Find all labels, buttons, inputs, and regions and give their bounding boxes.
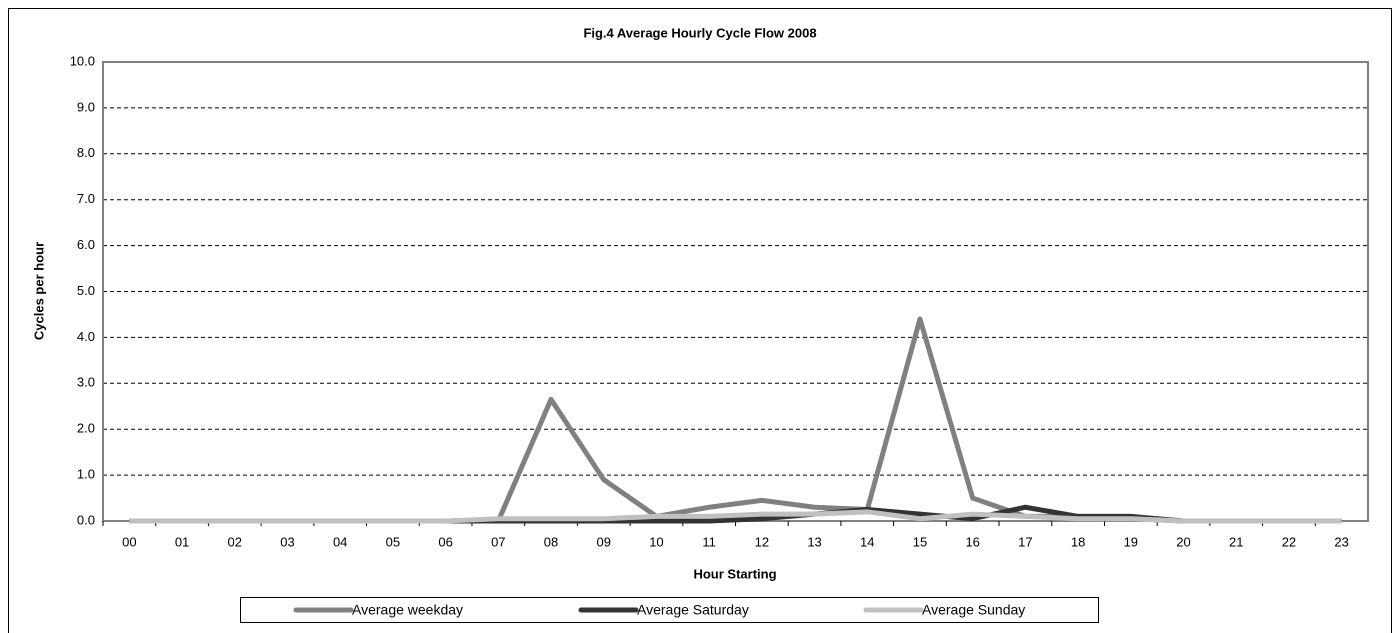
x-tick-label: 08 xyxy=(544,534,558,549)
y-tick-label: 1.0 xyxy=(77,467,95,482)
x-tick-label: 18 xyxy=(1071,534,1085,549)
legend-label: Average Sunday xyxy=(922,602,1025,618)
x-tick-label: 07 xyxy=(491,534,505,549)
y-tick-label: 9.0 xyxy=(77,99,95,114)
x-tick-label: 14 xyxy=(860,534,874,549)
x-tick-label: 02 xyxy=(228,534,242,549)
y-tick-label: 8.0 xyxy=(77,145,95,160)
x-tick-label: 13 xyxy=(807,534,821,549)
x-tick-label: 01 xyxy=(175,534,189,549)
x-tick-label: 10 xyxy=(649,534,663,549)
chart-frame xyxy=(8,8,1392,633)
series-line xyxy=(129,509,1342,524)
x-tick-label: 09 xyxy=(596,534,610,549)
legend-label: Average weekday xyxy=(352,602,463,618)
x-tick-label: 22 xyxy=(1282,534,1296,549)
x-tick-label: 20 xyxy=(1176,534,1190,549)
y-tick-label: 6.0 xyxy=(77,237,95,252)
x-axis-label: Hour Starting xyxy=(693,566,776,581)
x-tick-label: 03 xyxy=(280,534,294,549)
x-tick-label: 12 xyxy=(755,534,769,549)
legend-label: Average Saturday xyxy=(637,602,749,618)
x-tick-label: 19 xyxy=(1124,534,1138,549)
x-tick-label: 23 xyxy=(1334,534,1348,549)
x-tick-label: 16 xyxy=(965,534,979,549)
y-tick-label: 0.0 xyxy=(77,512,95,527)
x-tick-label: 15 xyxy=(913,534,927,549)
x-tick-label: 21 xyxy=(1229,534,1243,549)
x-tick-label: 04 xyxy=(333,534,347,549)
y-tick-label: 10.0 xyxy=(70,53,95,68)
y-tick-label: 5.0 xyxy=(77,283,95,298)
y-tick-label: 4.0 xyxy=(77,329,95,344)
x-tick-label: 11 xyxy=(702,534,716,549)
x-tick-label: 17 xyxy=(1018,534,1032,549)
y-axis-label: Cycles per hour xyxy=(31,242,46,340)
chart-title: Fig.4 Average Hourly Cycle Flow 2008 xyxy=(583,25,816,40)
x-tick-label: 05 xyxy=(386,534,400,549)
y-tick-label: 3.0 xyxy=(77,375,95,390)
x-tick-label: 06 xyxy=(438,534,452,549)
legend-box xyxy=(240,597,1099,623)
x-tick-label: 00 xyxy=(122,534,136,549)
y-tick-label: 2.0 xyxy=(77,421,95,436)
y-tick-label: 7.0 xyxy=(77,191,95,206)
